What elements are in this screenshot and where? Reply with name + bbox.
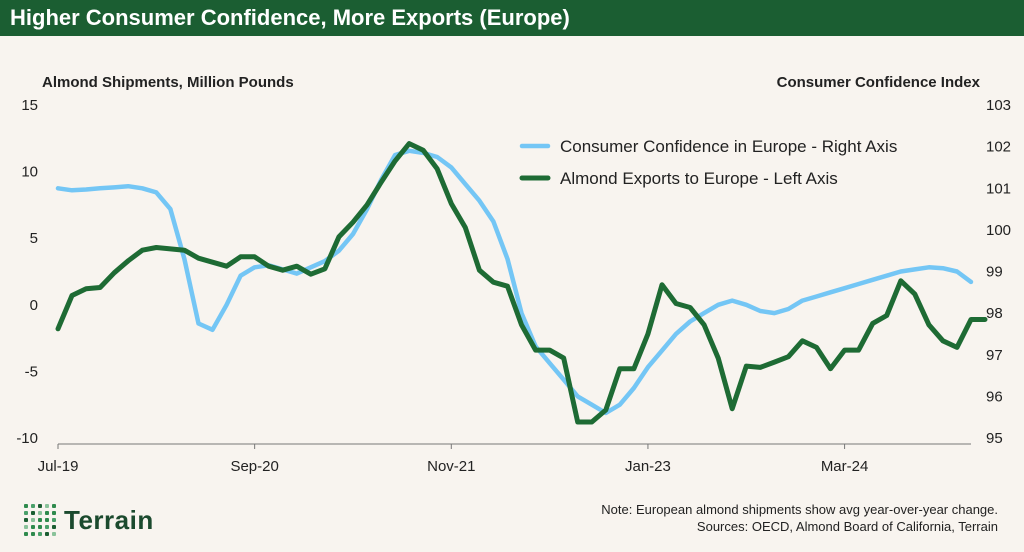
logo-dot (24, 532, 28, 536)
left-axis-tick-label: -5 (25, 363, 38, 380)
logo-dot (31, 532, 35, 536)
logo-dot (24, 504, 28, 508)
logo-dot (24, 511, 28, 515)
right-axis-tick-label: 103 (986, 97, 1011, 114)
x-axis: Jul-19 Sep-20 Nov-21 Jan-23 Mar-24 (38, 443, 971, 475)
right-axis-tick-label: 99 (986, 264, 1003, 281)
logo-dot (38, 525, 42, 529)
logo-dot (24, 525, 28, 529)
logo-dot (52, 525, 56, 529)
logo-dot (31, 511, 35, 515)
right-axis-ticks: 103 102 101 100 99 98 97 96 95 (986, 97, 1011, 447)
logo-dot (45, 532, 49, 536)
logo-dot (45, 504, 49, 508)
logo-dot (45, 518, 49, 522)
logo-dot (31, 504, 35, 508)
right-axis-tick-label: 100 (986, 222, 1011, 239)
left-axis-tick-label: -10 (16, 430, 38, 447)
right-axis-tick-label: 95 (986, 430, 1003, 447)
x-axis-tick-label: Jan-23 (625, 458, 671, 475)
x-axis-tick-label: Mar-24 (821, 458, 869, 475)
left-axis-tick-label: 15 (21, 97, 38, 114)
logo-dot (24, 518, 28, 522)
logo-dot (38, 511, 42, 515)
almond-exports-line (55, 141, 988, 425)
legend: Consumer Confidence in Europe - Right Ax… (519, 137, 897, 188)
x-axis-tick-label: Nov-21 (427, 458, 475, 475)
logo-dot (38, 504, 42, 508)
logo-dot (31, 525, 35, 529)
right-axis-tick-label: 97 (986, 347, 1003, 364)
consumer-confidence-line (55, 148, 974, 416)
logo-mark-icon (24, 504, 56, 536)
logo-dot (52, 511, 56, 515)
logo-text: Terrain (64, 504, 154, 535)
logo-dot (52, 504, 56, 508)
logo-dot (52, 518, 56, 522)
legend-label: Almond Exports to Europe - Left Axis (560, 169, 838, 188)
logo-dot (45, 511, 49, 515)
series-layer (55, 141, 988, 425)
terrain-logo: Terrain (24, 504, 154, 536)
right-axis-title: Consumer Confidence Index (776, 74, 980, 91)
left-axis-tick-label: 0 (30, 297, 38, 314)
chart-sources: Sources: OECD, Almond Board of Californi… (696, 519, 998, 534)
x-axis-tick-label: Jul-19 (38, 458, 79, 475)
legend-label: Consumer Confidence in Europe - Right Ax… (560, 137, 897, 156)
x-axis-tick-label: Sep-20 (230, 458, 278, 475)
logo-dot (38, 518, 42, 522)
logo-dot (38, 532, 42, 536)
right-axis-tick-label: 96 (986, 388, 1003, 405)
left-axis-tick-label: 5 (30, 230, 38, 247)
logo-dot (45, 525, 49, 529)
right-axis-tick-label: 101 (986, 180, 1011, 197)
chart-title: Higher Consumer Confidence, More Exports… (0, 0, 1024, 36)
right-axis-tick-label: 98 (986, 305, 1003, 322)
left-axis-title: Almond Shipments, Million Pounds (42, 74, 294, 91)
right-axis-tick-label: 102 (986, 139, 1011, 156)
logo-dot (52, 532, 56, 536)
chart-note: Note: European almond shipments show avg… (601, 502, 998, 517)
left-axis-tick-label: 10 (21, 164, 38, 181)
left-axis-ticks: 15 10 5 0 -5 -10 (16, 97, 38, 447)
logo-dot (31, 518, 35, 522)
